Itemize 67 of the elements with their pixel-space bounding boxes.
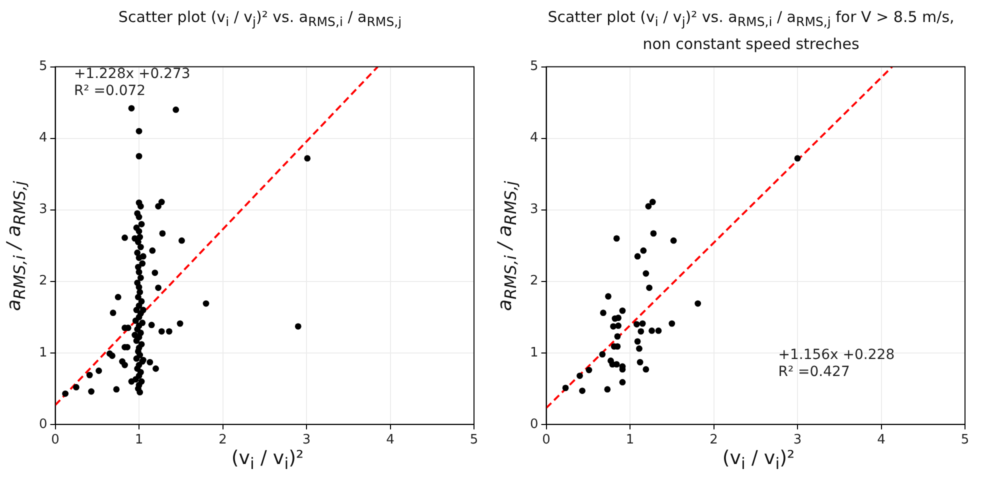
point — [638, 328, 644, 335]
point — [634, 338, 641, 345]
point — [655, 328, 662, 334]
y-tick-label: 0 — [38, 416, 48, 432]
point — [599, 351, 606, 358]
x-tick-label: 3 — [793, 432, 802, 448]
point — [634, 253, 641, 260]
y-tick-label: 2 — [530, 274, 538, 289]
annotation: R² =0.427 — [778, 364, 851, 381]
x-tick-label: 0 — [542, 432, 550, 448]
point — [615, 322, 622, 329]
point — [646, 284, 652, 291]
point — [586, 366, 592, 374]
y-tick-label: 0 — [530, 416, 538, 432]
point — [619, 307, 626, 314]
point — [615, 314, 622, 322]
x-axis-title: (v$_{i}$ / v$_{i}$)² — [721, 447, 796, 473]
point — [605, 293, 612, 300]
x-tick-label: 5 — [470, 432, 478, 448]
y-tick-label: 2 — [38, 274, 48, 289]
point — [613, 235, 620, 242]
point — [600, 310, 606, 316]
point — [562, 384, 569, 392]
x-tick-label: 3 — [302, 432, 311, 448]
y-tick-label: 5 — [530, 59, 538, 74]
point — [670, 237, 677, 244]
x-tick-label: 1 — [626, 432, 634, 448]
point — [650, 230, 657, 237]
y-tick-label: 3 — [530, 202, 538, 218]
y-tick-label: 5 — [38, 59, 48, 74]
annotation: +1.228x +0.273 — [74, 66, 190, 83]
point — [648, 328, 655, 334]
point — [619, 379, 626, 386]
chart-title: Scatter plot (v$_{i}$ / v$_{j}$)² vs. a$_{RMS,i}$ / a$_{RMS,j}$ for V > 8.5 m/s, non constant speed streches — [548, 8, 954, 53]
y-tick-label: 4 — [530, 130, 538, 146]
point — [642, 270, 650, 277]
point — [668, 320, 676, 327]
x-tick-label: 4 — [386, 432, 394, 448]
point — [604, 386, 611, 393]
x-tick-label: 2 — [218, 432, 227, 448]
point — [694, 300, 702, 307]
point — [636, 358, 644, 366]
point — [614, 333, 621, 340]
x-tick-label: 5 — [960, 432, 970, 448]
point — [636, 345, 642, 352]
x-tick-label: 0 — [51, 432, 60, 448]
point — [609, 361, 616, 368]
point — [634, 321, 640, 328]
point — [640, 247, 647, 254]
x-tick-label: 2 — [710, 432, 718, 448]
chart-title: Scatter plot (v$_{i}$ / v$_{j}$)² vs. a$_{RMS,i}$ / a$_{RMS,j}$ — [117, 7, 403, 31]
point — [794, 155, 801, 162]
point — [642, 366, 650, 373]
annotation: +1.156x +0.228 — [778, 346, 895, 364]
point — [645, 203, 652, 210]
x-axis-title: (v$_{i}$ / v$_{i}$)² — [230, 447, 305, 473]
x-tick-label: 1 — [134, 432, 144, 448]
y-tick-label: 3 — [38, 202, 48, 218]
point — [649, 198, 656, 206]
y-tick-label: 1 — [38, 345, 48, 360]
annotation: R² =0.072 — [74, 83, 147, 100]
point — [576, 372, 583, 379]
point — [639, 320, 646, 327]
y-tick-label: 4 — [38, 130, 48, 146]
point — [579, 388, 586, 394]
x-tick-label: 4 — [877, 432, 886, 448]
y-tick-label: 1 — [530, 345, 538, 360]
